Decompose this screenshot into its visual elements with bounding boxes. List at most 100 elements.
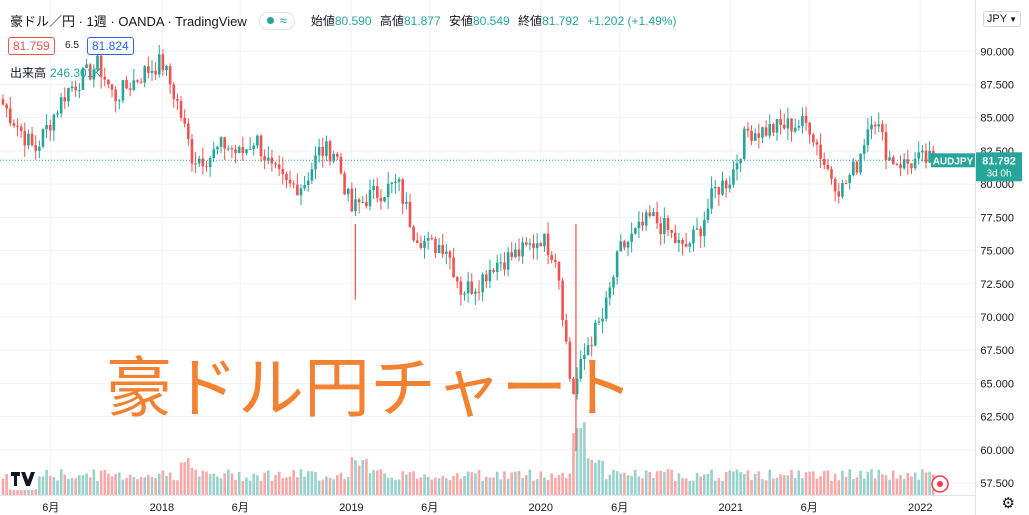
- candle-body: [793, 127, 797, 132]
- candle-body: [103, 76, 107, 80]
- candle-body: [390, 182, 394, 184]
- volume-bar: [143, 477, 147, 495]
- volume-bar: [499, 479, 503, 495]
- volume-bar: [652, 477, 655, 495]
- candle-body: [721, 180, 724, 195]
- volume-bar: [70, 478, 74, 495]
- volume-bar: [572, 433, 575, 495]
- currency-button[interactable]: JPY ▼: [982, 11, 1021, 27]
- candle-body: [822, 158, 826, 165]
- candle-body: [532, 243, 535, 249]
- volume-bar: [717, 478, 721, 495]
- tradingview-logo-icon[interactable]: [8, 468, 38, 490]
- candle-body: [452, 257, 455, 278]
- volume-bar: [891, 470, 895, 495]
- market-status-pill[interactable]: ≈: [258, 11, 295, 30]
- volume-bar: [317, 480, 321, 495]
- volume-bar: [38, 476, 41, 495]
- volume-bar: [128, 474, 132, 495]
- volume-bar: [74, 478, 77, 495]
- volume-bar: [543, 477, 546, 495]
- candle-body: [666, 217, 670, 231]
- sell-price-button[interactable]: 81.759: [8, 37, 55, 55]
- volume-value: 246.301K: [50, 66, 102, 80]
- candle-body: [594, 322, 597, 346]
- candle-body: [157, 54, 161, 75]
- volume-bar: [833, 473, 837, 495]
- candle-body: [423, 240, 426, 248]
- symbol-title[interactable]: 豪ドル／円 · 1週 · OANDA · TradingView: [10, 14, 247, 29]
- volume-bar: [670, 469, 673, 495]
- volume-bar: [357, 465, 361, 495]
- volume-bar: [841, 470, 844, 495]
- volume-bar: [379, 469, 383, 495]
- ticker-tag: [931, 153, 975, 168]
- candle-body: [826, 164, 830, 170]
- volume-bar: [346, 477, 350, 495]
- volume-bar: [45, 469, 48, 495]
- volume-bar: [822, 471, 826, 495]
- y-tick-label: 90.000: [980, 46, 1014, 58]
- candle-body: [724, 180, 728, 189]
- volume-bar: [742, 474, 746, 495]
- candle-body: [165, 66, 168, 71]
- approx-icon: ≈: [279, 13, 287, 28]
- volume-bar: [179, 462, 183, 495]
- candle-body: [630, 233, 633, 242]
- price-axis: 57.500 60.000 62.500 65.000 67.500 70.000 72.5…: [931, 0, 1022, 515]
- candle-body: [844, 183, 848, 185]
- candle-body: [466, 281, 470, 294]
- candle-body: [681, 239, 684, 244]
- candle-body: [604, 297, 608, 319]
- candle-body: [750, 130, 753, 141]
- candle-body: [208, 158, 212, 168]
- candle-body: [474, 291, 477, 294]
- volume-bar: [695, 472, 699, 495]
- volume-bar: [797, 470, 801, 495]
- candle-body: [917, 152, 921, 159]
- candle-body: [386, 183, 390, 198]
- volume-bar: [550, 473, 554, 495]
- candle-body: [343, 173, 346, 195]
- volume-bar: [117, 472, 121, 495]
- candle-body: [463, 293, 466, 295]
- ticker-tag-text: AUDJPY: [933, 156, 974, 167]
- high-value: 81.877: [403, 14, 441, 28]
- volume-bar: [223, 473, 226, 495]
- candle-body: [833, 178, 837, 192]
- candle-body: [394, 181, 397, 183]
- candle-body: [285, 173, 288, 180]
- candle-body: [426, 237, 430, 241]
- candle-body: [263, 156, 266, 161]
- volume-bar: [884, 475, 888, 495]
- volume-bar: [521, 477, 524, 495]
- candle-body: [684, 243, 688, 247]
- candle-body: [732, 169, 735, 185]
- volume-bar: [270, 480, 274, 495]
- volume-bar: [910, 476, 913, 495]
- volume-bar: [528, 469, 532, 495]
- volume-bar: [619, 473, 623, 495]
- candle-body: [223, 137, 226, 149]
- volume-bar: [703, 474, 706, 495]
- volume-bar: [288, 476, 292, 495]
- volume-bar: [161, 470, 165, 495]
- candle-body: [107, 79, 110, 85]
- buy-price-button[interactable]: 81.824: [87, 37, 134, 55]
- volume-bar: [870, 469, 873, 495]
- candle-body: [34, 145, 38, 151]
- volume-bar: [241, 480, 245, 495]
- gear-icon[interactable]: ⚙: [1001, 495, 1015, 512]
- candle-body: [27, 133, 30, 146]
- overlay-title: 豪ドル円チャート: [106, 351, 634, 425]
- volume-bar: [735, 469, 739, 495]
- volume-bar: [666, 469, 670, 495]
- candle-body: [128, 88, 132, 90]
- y-tick-label: 85.000: [980, 113, 1014, 125]
- volume-bar: [659, 470, 663, 495]
- volume-bar: [154, 477, 157, 495]
- volume-bar: [321, 479, 325, 495]
- x-tick-label: 2021: [719, 502, 743, 514]
